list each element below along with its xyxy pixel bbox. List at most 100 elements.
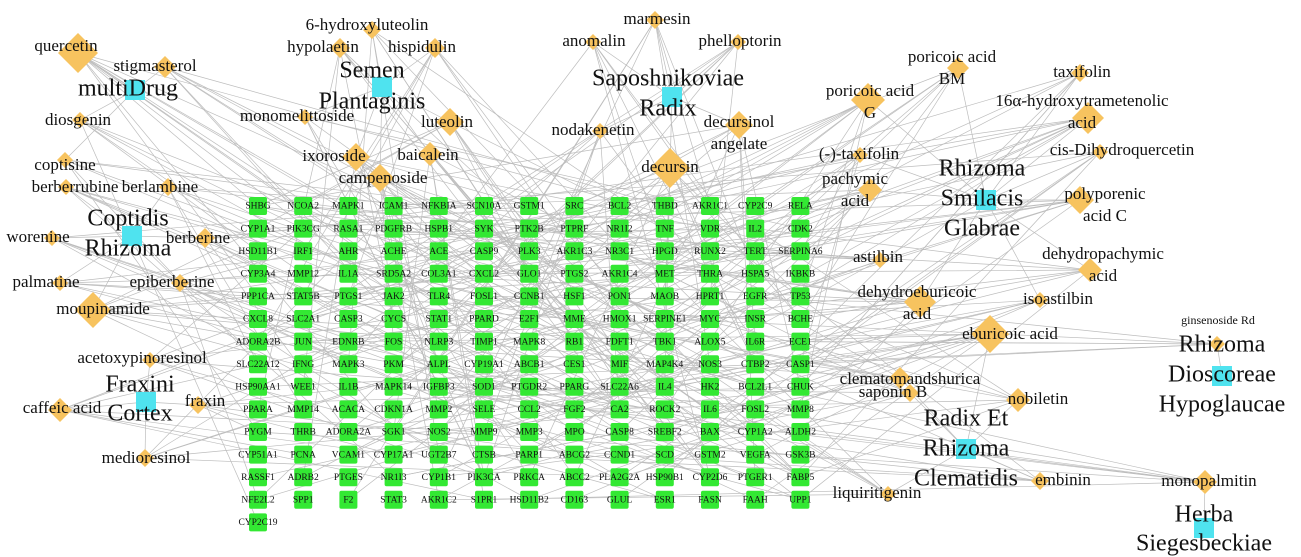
drug-label: Smilacis	[941, 186, 1024, 212]
target-box	[520, 197, 539, 215]
ingredient-diamond	[585, 34, 601, 50]
ingredient-diamond	[44, 230, 60, 246]
edge	[654, 19, 711, 365]
target-box	[565, 355, 584, 374]
target-node: VEGFA	[740, 445, 771, 464]
target-label: ALOX5	[694, 337, 725, 347]
ingredient-label: acid C	[1083, 206, 1127, 225]
target-box	[339, 400, 358, 419]
ingredient-diamond	[650, 148, 690, 188]
edge	[671, 41, 739, 98]
target-box	[294, 332, 313, 351]
target-label: MMP9	[471, 428, 498, 438]
target-label: GSTM2	[694, 450, 725, 460]
ingredient-label: monomelittoside	[240, 106, 354, 125]
target-node: RUNX2	[694, 242, 726, 261]
target-box	[610, 310, 629, 328]
target-label: HPGD	[652, 247, 678, 257]
target-label: FASN	[698, 495, 722, 505]
target-node: CHUK	[787, 377, 814, 396]
target-box	[610, 332, 629, 351]
ingredient-label: epiberberine	[130, 272, 215, 291]
target-label: MME	[563, 315, 586, 325]
target-box	[610, 490, 629, 509]
target-node: MMP9	[471, 423, 498, 441]
target-box	[610, 219, 629, 238]
target-label: BCL2	[608, 202, 631, 212]
target-label: IRF1	[293, 247, 313, 257]
target-label: EGFR	[743, 292, 768, 302]
ingredient-diamond	[297, 109, 313, 125]
edge	[800, 151, 1101, 365]
target-box	[791, 423, 810, 441]
target-node: SLC22A6	[600, 377, 639, 396]
drug-square	[976, 190, 996, 210]
target-label: FOSL2	[741, 405, 769, 415]
target-label: CYP17A1	[374, 450, 414, 460]
edge	[65, 186, 394, 478]
ingredient-node: baicalein	[397, 142, 459, 166]
edge	[355, 86, 383, 158]
target-box	[520, 310, 539, 328]
target-label: MMP14	[287, 405, 319, 415]
target-node: TERT	[744, 242, 767, 261]
target-label: SLC22A12	[236, 360, 280, 370]
target-box	[475, 310, 493, 328]
target-node: PKM	[383, 355, 404, 374]
ingredient-node: saponin B	[859, 382, 927, 402]
ingredient-node: phelloptorin	[698, 31, 782, 50]
drug-square	[1212, 366, 1232, 386]
target-node: RB1	[565, 332, 584, 351]
drug-label: Semen	[339, 58, 404, 84]
ingredient-diamond	[363, 21, 381, 39]
edge	[985, 72, 1081, 201]
target-box	[339, 423, 358, 441]
ingredient-node: marmesin	[623, 9, 691, 29]
target-label: PARP1	[515, 450, 543, 460]
target-box	[249, 377, 267, 396]
target-box	[655, 355, 674, 374]
target-label: CASP9	[470, 247, 499, 257]
target-label: TNF	[656, 224, 674, 234]
edge	[64, 159, 485, 207]
target-box	[701, 400, 719, 419]
target-box	[384, 264, 403, 283]
target-node: CCL2	[518, 400, 541, 419]
target-label: STAT3	[380, 495, 407, 505]
target-node: PLA2G2A	[599, 468, 640, 487]
target-node: PIK3CA	[467, 468, 501, 487]
target-label: TERT	[744, 247, 767, 257]
edge	[654, 19, 673, 98]
target-label: MMP8	[787, 405, 814, 415]
target-box	[249, 423, 267, 441]
edge	[51, 235, 133, 239]
target-label: THRB	[291, 428, 316, 438]
target-box	[701, 287, 719, 306]
target-node: HSPB1	[425, 219, 453, 238]
target-label: CYP1A2	[738, 428, 773, 438]
target-label: ALPL	[427, 360, 451, 370]
edge	[348, 29, 373, 365]
target-node: IL1B	[338, 377, 358, 396]
target-label: CYP2C9	[738, 202, 773, 212]
edge	[65, 186, 756, 388]
ingredient-diamond	[57, 152, 73, 168]
target-box	[429, 197, 448, 215]
target-label: S1PR1	[471, 495, 498, 505]
target-label: IL2	[748, 224, 762, 234]
edge	[355, 156, 485, 478]
edge	[438, 41, 739, 252]
target-label: NR3C1	[605, 247, 634, 257]
target-box	[791, 310, 810, 328]
target-node: HPGD	[652, 242, 678, 261]
edge	[65, 186, 801, 478]
edge	[800, 399, 1019, 478]
ingredient-node: stigmasterol	[113, 56, 197, 78]
target-label: TIMP1	[470, 337, 498, 347]
target-label: NOS3	[698, 360, 722, 370]
target-box	[520, 377, 539, 396]
edge	[869, 189, 987, 201]
ingredient-node: epiberberine	[130, 272, 215, 292]
ingredient-label: berberine	[166, 228, 230, 247]
target-box	[565, 264, 584, 283]
